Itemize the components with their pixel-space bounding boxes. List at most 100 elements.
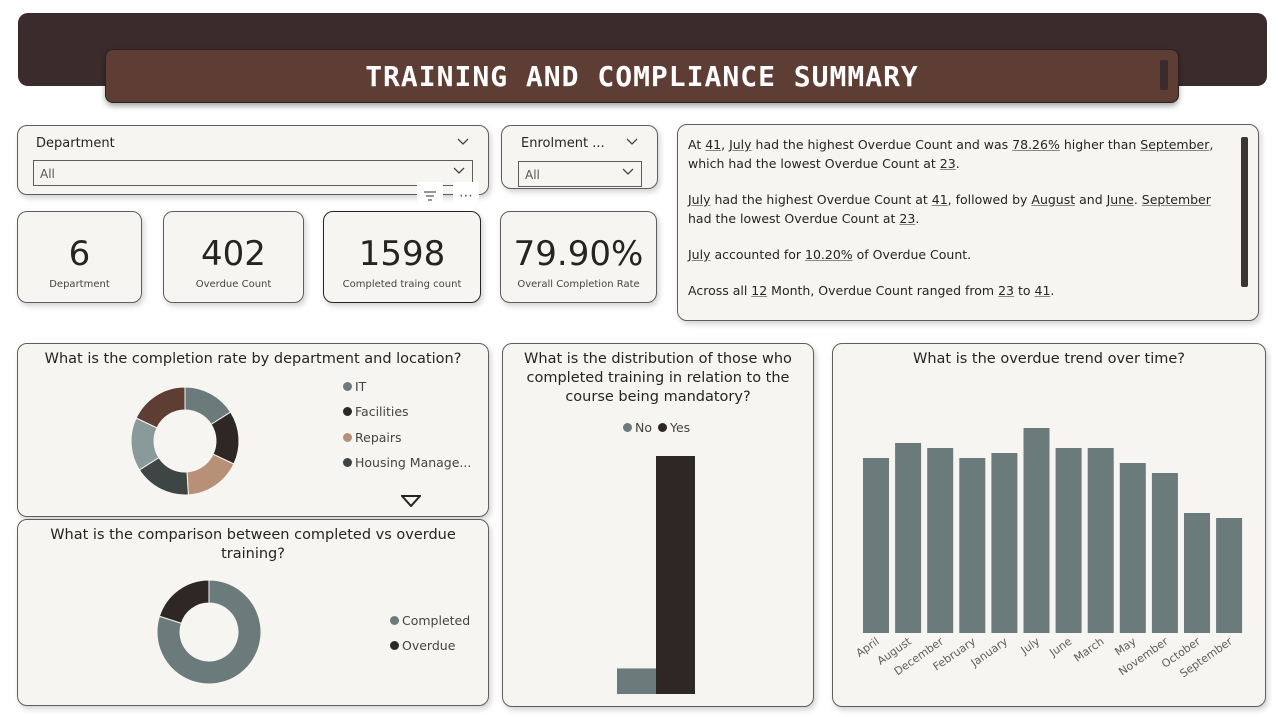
- chevron-down-icon: [621, 164, 635, 181]
- narrative-paragraph-2: July had the highest Overdue Count at 41…: [688, 190, 1236, 228]
- chevron-up-icon[interactable]: [456, 134, 470, 148]
- x-axis-tick-label: June: [1046, 635, 1074, 660]
- legend-dot: [390, 616, 399, 625]
- legend-dot: [343, 458, 352, 467]
- chevron-down-icon: [452, 163, 466, 180]
- bar-july[interactable]: [1023, 428, 1050, 633]
- bar-october[interactable]: [1184, 513, 1210, 633]
- bar-january[interactable]: [991, 453, 1018, 633]
- narrative-text-segment: had the highest Overdue Count at: [710, 192, 932, 207]
- x-axis-tick-label: January: [968, 635, 1011, 670]
- narrative-text-segment: had the highest Overdue Count and was: [751, 137, 1013, 152]
- filter-icon[interactable]: [417, 182, 443, 209]
- narrative-value: 23: [939, 156, 956, 171]
- mandatory-bar-chart: [617, 456, 695, 694]
- narrative-value: 41: [1034, 283, 1051, 298]
- chart-title: What is the distribution of those who co…: [524, 351, 792, 405]
- bar-february[interactable]: [959, 458, 986, 633]
- kpi-value: 402: [201, 234, 266, 274]
- narrative-scrollbar[interactable]: [1241, 137, 1248, 287]
- bar-no[interactable]: [617, 668, 656, 694]
- header-banner: TRAINING AND COMPLIANCE SUMMARY: [105, 49, 1179, 103]
- narrative-text-segment: had the lowest Overdue Count at: [688, 211, 900, 226]
- donut-slice[interactable]: [186, 453, 235, 496]
- enrolment-dropdown-value: All: [525, 168, 540, 182]
- legend-label: Housing Manage...: [355, 455, 472, 470]
- kpi-label: Department: [49, 279, 110, 290]
- kpi-label: Completed traing count: [342, 279, 462, 290]
- legend-item-repairs[interactable]: Repairs: [343, 430, 402, 445]
- kpi-value: 79.90%: [513, 234, 644, 274]
- narrative-text-segment: Month, Overdue Count ranged from: [767, 283, 999, 298]
- legend-item-overdue[interactable]: Overdue: [390, 638, 455, 653]
- legend-item-facilities[interactable]: Facilities: [343, 404, 409, 419]
- legend-dot: [390, 641, 399, 650]
- legend-item-yes[interactable]: Yes: [658, 420, 690, 435]
- enrolment-slicer[interactable]: Enrolment ... All: [501, 125, 658, 189]
- bar-april[interactable]: [863, 458, 889, 633]
- donut-slice[interactable]: [158, 579, 210, 624]
- narrative-value: 23: [899, 211, 916, 226]
- narrative-value: September: [1141, 192, 1211, 207]
- narrative-value: August: [1031, 192, 1076, 207]
- dept-donut-chart: [130, 386, 240, 496]
- chevron-up-icon[interactable]: [625, 134, 639, 148]
- narrative-text-segment: .: [955, 156, 960, 171]
- narrative-text-segment: ,: [721, 137, 730, 152]
- bar-december[interactable]: [927, 448, 954, 633]
- legend-label: Repairs: [355, 430, 402, 445]
- donut-slice[interactable]: [156, 579, 262, 685]
- more-options-icon[interactable]: ⋯: [453, 182, 479, 209]
- smart-narrative: At 41, July had the highest Overdue Coun…: [677, 124, 1259, 321]
- chart-title: What is the comparison between completed…: [50, 527, 456, 562]
- legend-item-housing-management[interactable]: Housing Manage...: [343, 455, 471, 470]
- legend-item-completed[interactable]: Completed: [390, 613, 470, 628]
- kpi-card-department: 6 Department: [17, 211, 142, 303]
- narrative-text-segment: accounted for: [710, 247, 806, 262]
- bar-august[interactable]: [895, 443, 922, 633]
- narrative-text-segment: , followed by: [947, 192, 1032, 207]
- mandatory-distribution-chart-card: What is the distribution of those who co…: [502, 343, 814, 707]
- kpi-card-overdue-count: 402 Overdue Count: [163, 211, 304, 303]
- bar-june[interactable]: [1055, 448, 1082, 633]
- narrative-value: September: [1140, 137, 1210, 152]
- completed-overdue-donut-chart: [156, 579, 262, 685]
- legend-label: Completed: [402, 613, 471, 628]
- bar-september[interactable]: [1216, 518, 1243, 633]
- narrative-text-segment: and: [1075, 192, 1107, 207]
- bar-november[interactable]: [1151, 473, 1178, 633]
- legend-dot: [343, 407, 352, 416]
- narrative-value: 41: [931, 192, 948, 207]
- overdue-trend-chart-card: What is the overdue trend over time? Apr…: [832, 343, 1266, 707]
- narrative-value: July: [688, 247, 711, 262]
- narrative-value: 10.20%: [805, 247, 853, 262]
- kpi-card-completed-count[interactable]: 1598 Completed traing count: [323, 211, 481, 303]
- narrative-value: July: [688, 192, 711, 207]
- narrative-value: 23: [998, 283, 1014, 298]
- kpi-label: Overdue Count: [195, 279, 272, 290]
- enrolment-dropdown[interactable]: All: [518, 161, 642, 187]
- narrative-value: 78.26%: [1012, 137, 1060, 152]
- department-dropdown[interactable]: All: [33, 160, 473, 186]
- legend-scroll-down-icon[interactable]: [399, 492, 423, 511]
- legend-label: IT: [355, 379, 367, 394]
- bar-may[interactable]: [1119, 463, 1146, 633]
- narrative-text-segment: .: [1133, 192, 1142, 207]
- narrative-value: June: [1106, 192, 1134, 207]
- legend-item-it[interactable]: IT: [343, 379, 366, 394]
- department-dropdown-value: All: [40, 167, 55, 181]
- bar-yes[interactable]: [656, 456, 695, 694]
- legend-item-no[interactable]: No: [623, 420, 652, 435]
- department-slicer[interactable]: Department All: [17, 125, 489, 195]
- legend-dot: [343, 382, 352, 391]
- header-scrollbar[interactable]: [1160, 60, 1168, 90]
- donut-slice[interactable]: [135, 386, 186, 429]
- kpi-label: Overall Completion Rate: [517, 279, 640, 290]
- bar-march[interactable]: [1087, 448, 1114, 633]
- narrative-value: 12: [751, 283, 768, 298]
- narrative-text-segment: At: [688, 137, 706, 152]
- legend-label: Facilities: [355, 404, 409, 419]
- narrative-text-segment: of Overdue Count.: [852, 247, 972, 262]
- department-slicer-label: Department: [36, 136, 115, 151]
